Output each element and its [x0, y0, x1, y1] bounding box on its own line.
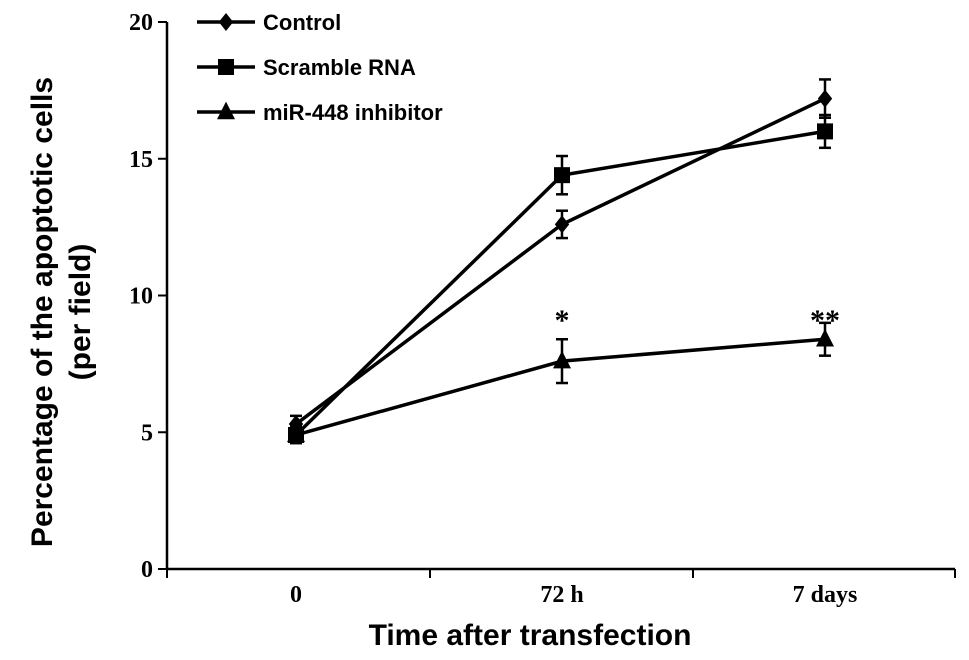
annotations: * ** [555, 304, 841, 337]
y-tick-label: 15 [129, 147, 153, 173]
y-ticks: 0 5 10 15 20 [129, 10, 167, 583]
x-tick-label: 7 days [793, 582, 858, 608]
diamond-marker [817, 89, 833, 108]
legend-label: Control [263, 10, 341, 35]
y-tick-label: 20 [129, 10, 153, 36]
series-scramble-rna [288, 113, 833, 445]
series-mir-448-inhibitor [287, 321, 834, 443]
square-marker [218, 59, 234, 75]
legend-label: Scramble RNA [263, 55, 416, 80]
legend-item: Control [197, 10, 341, 35]
x-axis-title: Time after transfection [369, 619, 692, 652]
legend-item: Scramble RNA [197, 55, 416, 80]
triangle-marker [816, 328, 834, 347]
x-tick-label: 0 [290, 582, 302, 608]
square-marker [817, 123, 833, 140]
diamond-marker [554, 215, 570, 234]
series-layer [287, 78, 834, 445]
square-marker [554, 167, 570, 184]
x-ticks: 0 72 h 7 days [166, 569, 956, 608]
y-axis-title-group: Percentage of the apoptotic cells (per f… [26, 77, 97, 547]
legend: Control Scramble RNA miR-448 inhibitor [197, 10, 443, 125]
significance-marker: * [555, 304, 570, 337]
legend-label: miR-448 inhibitor [263, 100, 443, 125]
x-tick-label: 72 h [540, 582, 583, 608]
triangle-marker [553, 350, 571, 369]
series-line [295, 337, 826, 437]
series-line [294, 97, 826, 426]
triangle-marker [217, 101, 235, 120]
diamond-marker [218, 13, 234, 31]
y-tick-label: 5 [141, 420, 153, 446]
legend-item: miR-448 inhibitor [197, 100, 443, 125]
y-tick-label: 0 [141, 557, 153, 583]
triangle-marker [287, 424, 305, 443]
y-axis-title-line2: (per field) [64, 244, 97, 381]
y-axis-title-line1: Percentage of the apoptotic cells [26, 77, 59, 547]
y-tick-label: 10 [129, 284, 153, 310]
series-control [288, 78, 833, 434]
significance-marker: ** [810, 304, 840, 337]
